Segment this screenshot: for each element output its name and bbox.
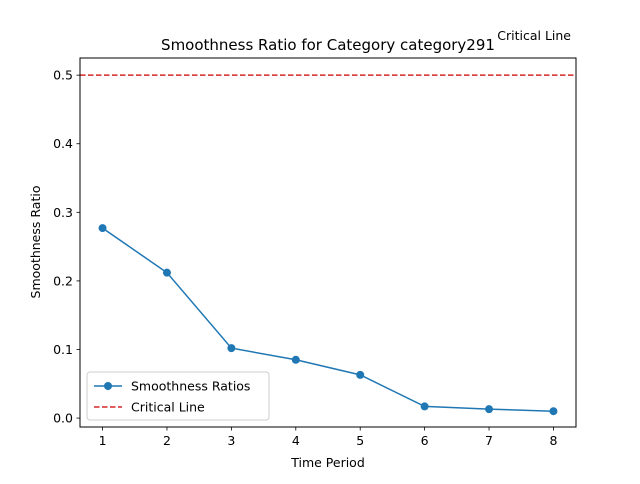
y-axis-label: Smoothness Ratio [28, 186, 43, 299]
x-tick-label: 5 [356, 433, 364, 448]
data-point [420, 402, 429, 411]
data-point [549, 407, 558, 416]
data-point [485, 405, 494, 414]
x-axis-label: Time Period [290, 455, 365, 470]
plot-frame [79, 57, 577, 428]
data-point [98, 224, 107, 233]
x-tick-label: 1 [99, 433, 107, 448]
critical-line-annotation: Critical Line [497, 28, 571, 43]
x-tick-label: 8 [549, 433, 557, 448]
series-layer [98, 224, 558, 416]
series-line-0 [102, 227, 554, 412]
x-axis: 1 2 3 4 5 6 7 8 [99, 427, 557, 448]
y-tick-label: 0.1 [53, 342, 73, 357]
x-tick-label: 2 [163, 433, 171, 448]
y-tick-label: 0.2 [53, 273, 73, 288]
x-tick-label: 7 [485, 433, 493, 448]
legend-marker-series [104, 382, 112, 390]
data-point [356, 370, 365, 379]
legend: Smoothness Ratios Critical Line [86, 371, 270, 421]
y-axis: 0.0 0.1 0.2 0.3 0.4 0.5 [53, 68, 80, 426]
chart-title: Smoothness Ratio for Category category29… [161, 36, 495, 54]
legend-label-critical: Critical Line [131, 400, 205, 415]
x-tick-label: 6 [421, 433, 429, 448]
y-tick-label: 0.5 [53, 68, 73, 83]
legend-label-series: Smoothness Ratios [131, 379, 250, 394]
x-tick-label: 3 [227, 433, 235, 448]
legend-box [86, 371, 270, 421]
x-tick-label: 4 [292, 433, 300, 448]
y-tick-label: 0.0 [53, 411, 73, 426]
y-tick-label: 0.4 [53, 136, 73, 151]
data-point [227, 344, 236, 353]
data-point [162, 268, 171, 277]
y-tick-label: 0.3 [53, 205, 73, 220]
data-point [291, 355, 300, 364]
